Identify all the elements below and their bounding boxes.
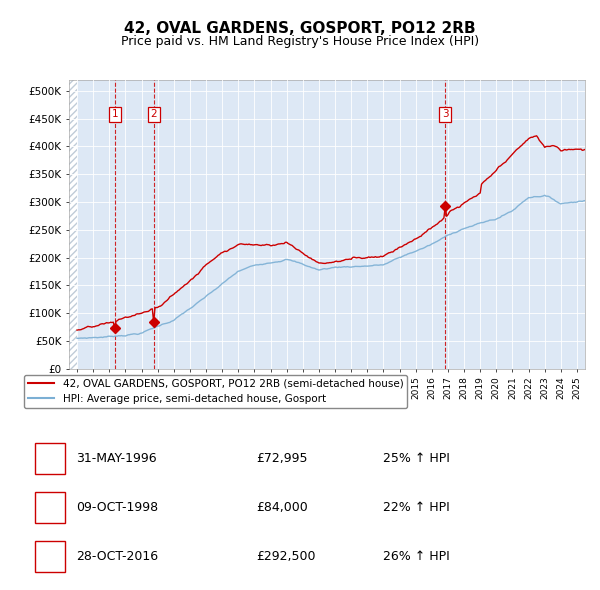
Text: 28-OCT-2016: 28-OCT-2016 [76,550,158,563]
Text: £292,500: £292,500 [256,550,316,563]
FancyBboxPatch shape [35,541,65,572]
Text: 25% ↑ HPI: 25% ↑ HPI [383,452,449,465]
Text: 2: 2 [46,501,54,514]
Text: 1: 1 [112,109,119,119]
Text: 26% ↑ HPI: 26% ↑ HPI [383,550,449,563]
Legend: 42, OVAL GARDENS, GOSPORT, PO12 2RB (semi-detached house), HPI: Average price, s: 42, OVAL GARDENS, GOSPORT, PO12 2RB (sem… [24,375,407,408]
Text: 09-OCT-1998: 09-OCT-1998 [76,501,158,514]
Text: £84,000: £84,000 [256,501,308,514]
Text: 3: 3 [442,109,448,119]
Text: 3: 3 [46,550,54,563]
Bar [69,80,77,369]
Text: £72,995: £72,995 [256,452,307,465]
Text: 1: 1 [46,452,54,465]
FancyBboxPatch shape [35,443,65,474]
Text: Price paid vs. HM Land Registry's House Price Index (HPI): Price paid vs. HM Land Registry's House … [121,35,479,48]
Text: 2: 2 [151,109,157,119]
Text: 22% ↑ HPI: 22% ↑ HPI [383,501,449,514]
Text: 31-MAY-1996: 31-MAY-1996 [76,452,157,465]
Text: 42, OVAL GARDENS, GOSPORT, PO12 2RB: 42, OVAL GARDENS, GOSPORT, PO12 2RB [124,21,476,35]
FancyBboxPatch shape [35,492,65,523]
